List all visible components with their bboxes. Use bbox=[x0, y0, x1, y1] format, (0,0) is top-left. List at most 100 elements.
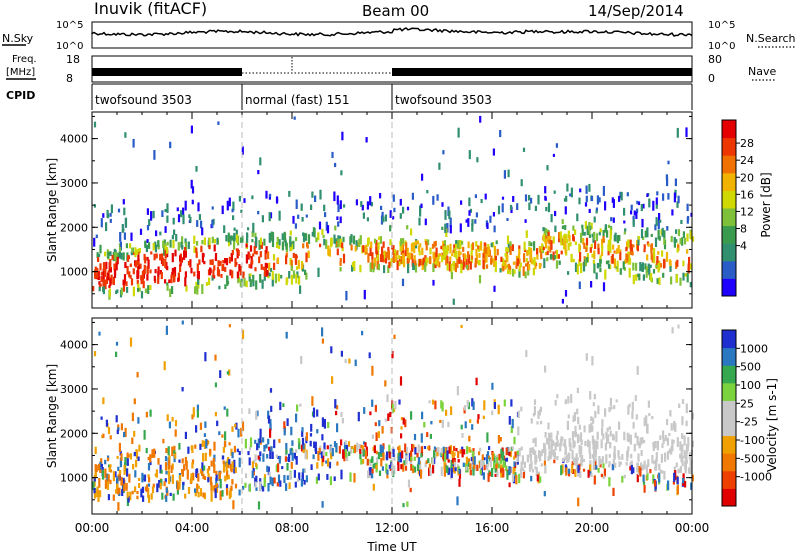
echo-cell bbox=[295, 255, 298, 259]
echo-cell bbox=[288, 190, 291, 197]
echo-cell bbox=[255, 280, 258, 290]
echo-cell bbox=[351, 262, 355, 267]
echo-cell bbox=[494, 468, 497, 473]
echo-cell bbox=[560, 250, 563, 255]
echo-cell bbox=[204, 421, 207, 428]
echo-cell bbox=[199, 488, 203, 497]
echo-cell bbox=[631, 401, 634, 412]
echo-cell bbox=[596, 195, 599, 205]
echo-cell bbox=[579, 452, 582, 458]
echo-cell bbox=[104, 251, 107, 257]
echo-cell bbox=[298, 439, 301, 450]
echo-cell bbox=[250, 262, 253, 269]
echo-cell bbox=[181, 320, 184, 325]
echo-cell bbox=[166, 215, 169, 223]
echo-cell bbox=[658, 235, 661, 241]
echo-cell bbox=[601, 245, 604, 252]
echo-cell bbox=[376, 254, 379, 263]
echo-cell bbox=[196, 404, 199, 412]
echo-cell bbox=[420, 433, 423, 443]
echo-cell bbox=[277, 455, 280, 459]
echo-cell bbox=[477, 245, 480, 250]
echo-cell bbox=[398, 456, 401, 463]
echo-cell bbox=[369, 263, 372, 272]
echo-cell bbox=[214, 354, 217, 361]
echo-cell bbox=[326, 445, 329, 450]
echo-cell bbox=[144, 288, 147, 294]
echo-cell bbox=[627, 446, 630, 451]
echo-cell bbox=[125, 281, 128, 287]
echo-cell bbox=[399, 213, 402, 219]
echo-cell bbox=[172, 493, 175, 501]
echo-cell bbox=[257, 455, 260, 460]
echo-cell bbox=[626, 241, 629, 250]
echo-cell bbox=[164, 456, 168, 462]
echo-cell bbox=[243, 198, 246, 203]
echo-cell bbox=[567, 468, 571, 474]
echo-cell bbox=[124, 427, 127, 437]
echo-cell bbox=[97, 492, 100, 502]
echo-cell bbox=[667, 193, 670, 200]
echo-cell bbox=[469, 261, 472, 270]
echo-cell bbox=[201, 227, 204, 236]
echo-cell bbox=[593, 216, 596, 223]
echo-cell bbox=[424, 238, 427, 243]
echo-cell bbox=[677, 468, 680, 474]
echo-cell bbox=[637, 236, 640, 246]
echo-cell bbox=[436, 447, 439, 454]
echo-cell bbox=[528, 241, 531, 247]
echo-cell bbox=[207, 477, 210, 483]
echo-cell bbox=[177, 242, 180, 251]
echo-cell bbox=[509, 246, 512, 255]
echo-cell bbox=[479, 242, 483, 251]
echo-cell bbox=[351, 446, 354, 450]
echo-cell bbox=[500, 448, 503, 459]
echo-cell bbox=[276, 236, 279, 245]
echo-cell bbox=[531, 469, 534, 473]
echo-cell bbox=[680, 219, 683, 224]
echo-cell bbox=[322, 448, 325, 456]
echo-cell bbox=[563, 239, 566, 250]
echo-cell bbox=[636, 365, 639, 375]
echo-cell bbox=[442, 150, 445, 155]
echo-cell bbox=[447, 467, 450, 475]
echo-cell bbox=[183, 250, 186, 260]
echo-cell bbox=[505, 465, 508, 472]
echo-cell bbox=[158, 480, 161, 488]
echo-cell bbox=[683, 435, 686, 446]
echo-cell bbox=[368, 467, 371, 476]
echo-cell bbox=[242, 271, 245, 279]
echo-cell bbox=[521, 455, 524, 465]
echo-cell bbox=[525, 258, 528, 262]
echo-cell bbox=[534, 466, 537, 470]
echo-cell bbox=[375, 239, 378, 246]
echo-cell bbox=[666, 451, 670, 460]
echo-cell bbox=[532, 438, 535, 443]
echo-cell bbox=[384, 214, 387, 222]
echo-cell bbox=[263, 267, 267, 277]
echo-cell bbox=[210, 491, 213, 502]
echo-cell bbox=[220, 273, 223, 278]
echo-cell bbox=[578, 259, 581, 266]
echo-cell bbox=[411, 259, 414, 267]
echo-cell bbox=[327, 458, 330, 467]
echo-cell bbox=[443, 469, 446, 477]
echo-cell bbox=[285, 443, 288, 453]
echo-cell bbox=[295, 449, 298, 453]
echo-cell bbox=[359, 449, 362, 454]
echo-cell bbox=[231, 452, 234, 459]
echo-cell bbox=[410, 456, 413, 461]
echo-cell bbox=[653, 255, 656, 264]
echo-cell bbox=[505, 247, 508, 252]
echo-cell bbox=[354, 245, 357, 252]
echo-cell bbox=[522, 472, 525, 479]
echo-cell bbox=[224, 284, 227, 289]
echo-cell bbox=[408, 452, 411, 461]
echo-cell bbox=[165, 494, 168, 502]
echo-cell bbox=[321, 501, 324, 508]
echo-cell bbox=[334, 225, 337, 231]
echo-cell bbox=[216, 267, 220, 276]
echo-cell bbox=[657, 251, 660, 255]
echo-cell bbox=[655, 204, 658, 209]
echo-cell bbox=[137, 251, 140, 262]
